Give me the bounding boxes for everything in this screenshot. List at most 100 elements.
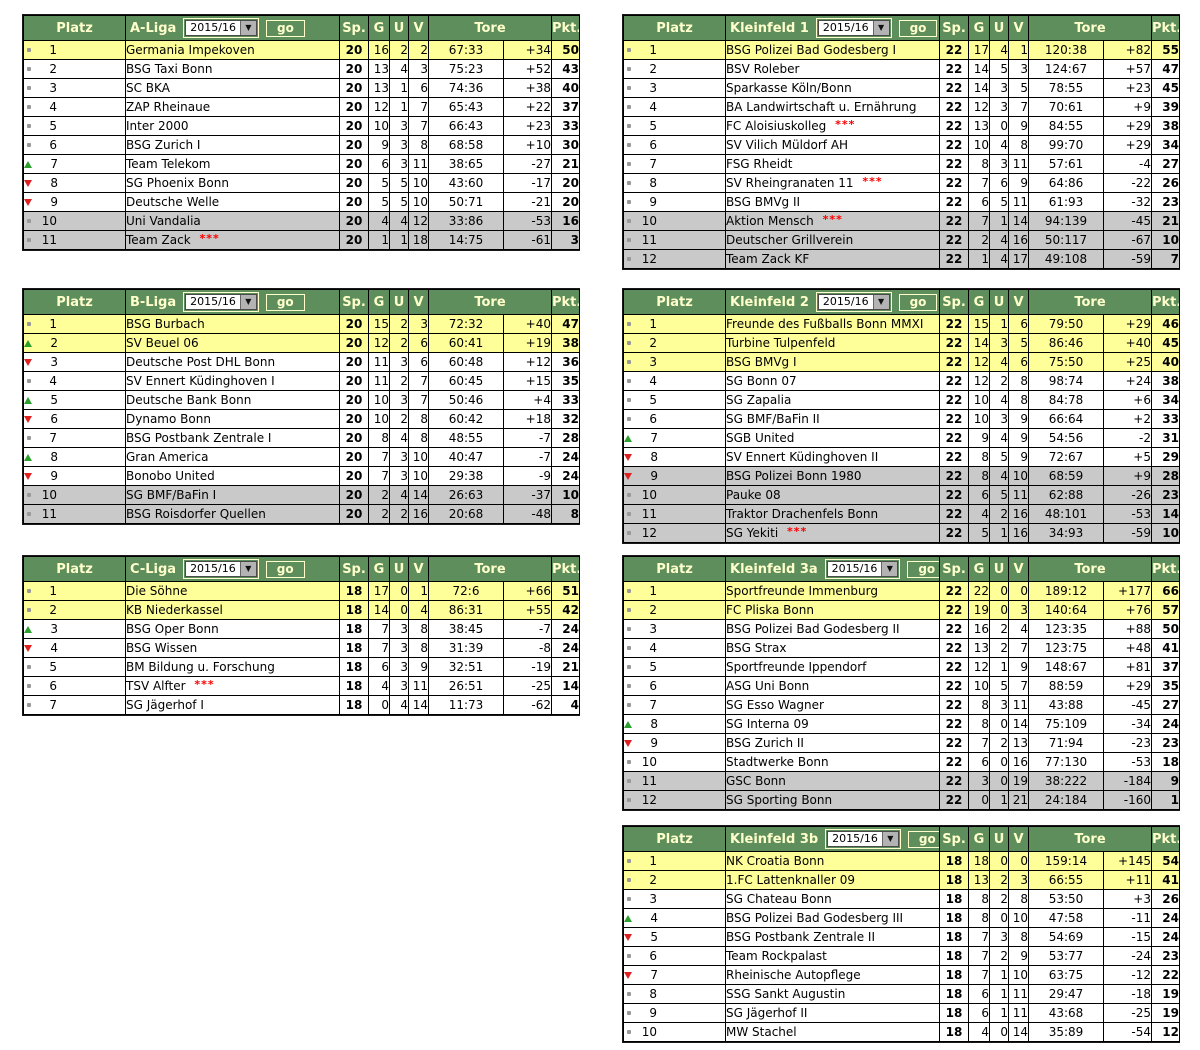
go-button[interactable]: go <box>898 293 938 311</box>
goals-cell: 75:23 <box>428 59 504 79</box>
chevron-down-icon[interactable]: ▼ <box>881 562 898 576</box>
rank-number: 6 <box>649 949 657 964</box>
team-cell: FC Aloisiuskolleg *** <box>725 116 940 136</box>
wins-cell: 5 <box>968 523 990 543</box>
goal-diff-cell: +6 <box>1103 390 1152 410</box>
season-select[interactable]: 2015/16 ▼ <box>815 292 892 312</box>
table-row: 5 SG Zapalia 22 10 4 8 84:78 +6 34 <box>623 390 1180 410</box>
season-select-value: 2015/16 <box>831 562 878 575</box>
league-table: Platz Kleinfeld 1 2015/16 ▼ go <box>623 15 1180 269</box>
league-header-cell: Kleinfeld 1 2015/16 ▼ go <box>725 15 940 41</box>
losses-cell: 16 <box>1008 752 1029 772</box>
points-cell: 37 <box>1151 657 1180 677</box>
chevron-down-icon[interactable]: ▼ <box>239 295 256 309</box>
rank-cell: 4 <box>623 638 726 658</box>
goal-diff-cell: -11 <box>1103 908 1152 928</box>
season-select[interactable]: 2015/16 ▼ <box>824 559 901 579</box>
rank-cell: 5 <box>623 927 726 947</box>
go-button[interactable]: go <box>265 19 305 37</box>
wins-cell: 0 <box>968 790 990 810</box>
table-row: 3 BSG BMVg I 22 12 4 6 75:50 +25 40 <box>623 352 1180 372</box>
season-select[interactable]: 2015/16 ▼ <box>183 559 259 579</box>
losses-cell: 21 <box>1008 790 1029 810</box>
wins-cell: 6 <box>368 657 390 677</box>
team-name: Deutsche Post DHL Bonn <box>126 355 276 369</box>
column-header-g: G <box>368 15 390 41</box>
rank-number: 7 <box>49 698 57 713</box>
losses-cell: 3 <box>408 59 429 79</box>
column-header-pkt: Pkt. <box>1151 15 1180 41</box>
goal-diff-cell: +29 <box>1103 676 1152 696</box>
chevron-down-icon[interactable]: ▼ <box>239 21 256 35</box>
go-button[interactable]: go <box>265 560 305 578</box>
team-cell: Team Zack KF <box>725 249 940 269</box>
season-select[interactable]: 2015/16 ▼ <box>183 292 259 312</box>
go-button[interactable]: go <box>265 293 305 311</box>
column-header-sp: Sp. <box>939 556 969 582</box>
go-button[interactable]: go <box>907 560 939 578</box>
games-played-cell: 20 <box>339 390 369 410</box>
rank-number: 9 <box>650 469 658 484</box>
goal-diff-cell: +145 <box>1103 851 1152 871</box>
team-cell: BSG Burbach <box>125 314 340 334</box>
wins-cell: 6 <box>968 752 990 772</box>
rank-number: 2 <box>49 603 57 618</box>
draws-cell: 1 <box>989 657 1009 677</box>
season-select[interactable]: 2015/16 ▼ <box>825 829 901 849</box>
no-change-icon <box>627 589 631 594</box>
column-header-sp: Sp. <box>339 15 369 41</box>
no-change-icon <box>627 798 631 803</box>
team-cell: Team Telekom <box>125 154 340 174</box>
rank-cell: 9 <box>623 733 726 753</box>
points-cell: 10 <box>551 485 580 505</box>
rank-cell: 1 <box>23 581 126 601</box>
team-cell: Stadtwerke Bonn <box>725 752 940 772</box>
goals-cell: 43:88 <box>1028 695 1104 715</box>
goals-cell: 29:47 <box>1028 984 1104 1004</box>
wins-cell: 7 <box>968 946 990 966</box>
points-cell: 24 <box>1151 927 1180 947</box>
draws-cell: 3 <box>389 676 409 696</box>
team-name: BSG BMVg I <box>726 355 797 369</box>
points-cell: 33 <box>551 116 580 136</box>
rank-number: 1 <box>649 584 657 599</box>
table-row: 2 FC Pliska Bonn 22 19 0 3 140:64 +76 57 <box>623 600 1180 620</box>
rank-cell: 8 <box>23 447 126 467</box>
points-cell: 24 <box>1151 908 1180 928</box>
goal-diff-cell: -62 <box>503 695 552 715</box>
chevron-down-icon[interactable]: ▼ <box>881 832 898 846</box>
draws-cell: 3 <box>989 97 1009 117</box>
league-table: Platz Kleinfeld 3a 2015/16 ▼ go <box>623 556 1180 810</box>
games-played-cell: 20 <box>339 333 369 353</box>
goals-cell: 60:41 <box>428 333 504 353</box>
season-select[interactable]: 2015/16 ▼ <box>815 18 892 38</box>
down-arrow-icon <box>24 644 32 652</box>
games-played-cell: 20 <box>339 314 369 334</box>
league-table-a-liga: Platz A-Liga 2015/16 ▼ go <box>22 14 580 251</box>
team-cell: SG BMF/BaFin II <box>725 409 940 429</box>
no-change-icon <box>627 878 631 883</box>
no-change-icon <box>627 1030 631 1035</box>
team-name: Rheinische Autopflege <box>726 968 861 982</box>
season-select[interactable]: 2015/16 ▼ <box>183 18 259 38</box>
go-button[interactable]: go <box>898 19 938 37</box>
go-button[interactable]: go <box>907 830 939 848</box>
table-row: 10 Pauke 08 22 6 5 11 62:88 -26 23 <box>623 485 1180 505</box>
down-arrow-icon <box>624 739 632 747</box>
points-cell: 57 <box>1151 600 1180 620</box>
wins-cell: 13 <box>968 116 990 136</box>
season-select-value: 2015/16 <box>190 562 236 575</box>
chevron-down-icon[interactable]: ▼ <box>872 21 889 35</box>
rank-cell: 3 <box>23 352 126 372</box>
no-change-icon <box>627 124 631 129</box>
team-cell: GSC Bonn <box>725 771 940 791</box>
draws-cell: 0 <box>989 851 1009 871</box>
games-played-cell: 18 <box>939 889 969 909</box>
chevron-down-icon[interactable]: ▼ <box>872 295 889 309</box>
goals-cell: 68:59 <box>1028 466 1104 486</box>
table-row: 11 BSG Roisdorfer Quellen 20 2 2 16 20:6… <box>23 504 580 524</box>
rank-number: 11 <box>41 233 57 248</box>
chevron-down-icon[interactable]: ▼ <box>239 562 256 576</box>
points-cell: 26 <box>1151 173 1180 193</box>
draws-cell: 2 <box>989 946 1009 966</box>
